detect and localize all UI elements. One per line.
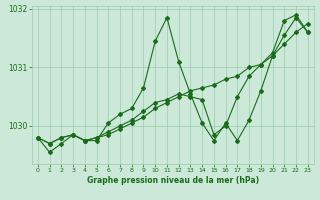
X-axis label: Graphe pression niveau de la mer (hPa): Graphe pression niveau de la mer (hPa) xyxy=(87,176,259,185)
